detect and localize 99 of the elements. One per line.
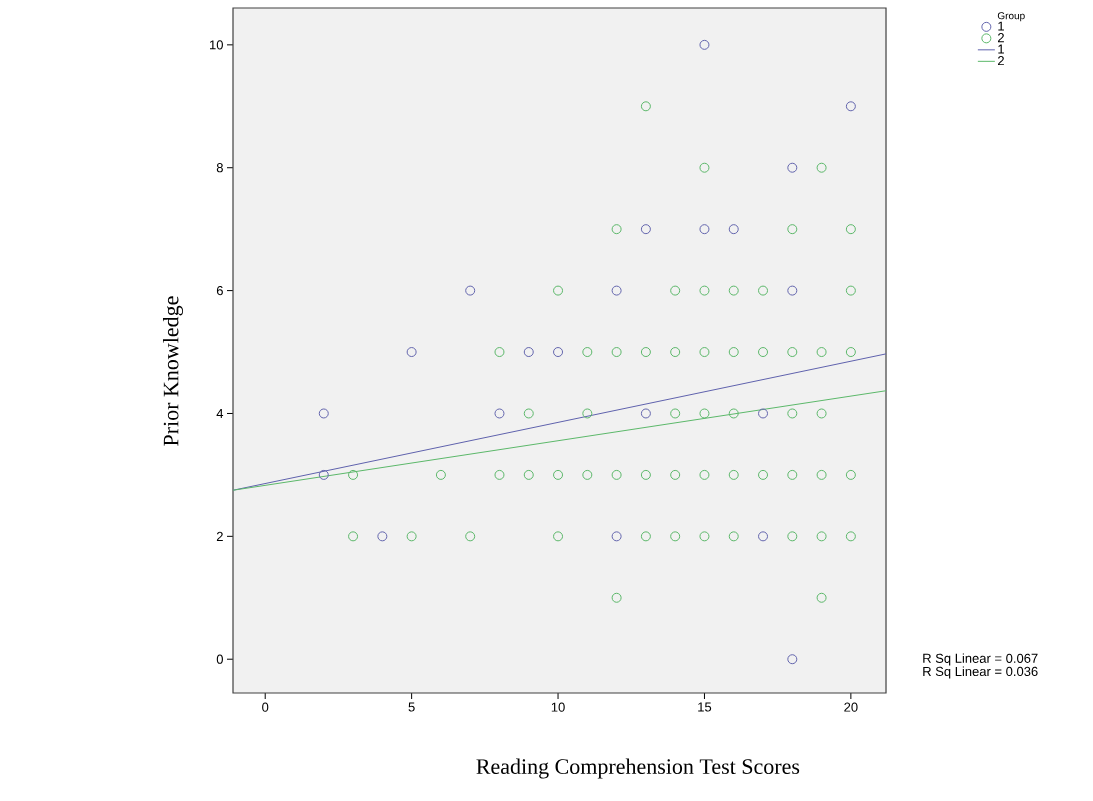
point <box>435 469 446 480</box>
y-tick-label: 0 <box>216 654 223 664</box>
point <box>640 469 651 480</box>
point <box>318 469 329 480</box>
point <box>816 592 827 603</box>
point <box>465 285 476 296</box>
x-tick-label: 20 <box>844 702 858 712</box>
point <box>348 531 359 542</box>
point <box>318 408 329 419</box>
y-tick-label: 2 <box>216 531 223 541</box>
point <box>728 531 739 542</box>
point <box>670 285 681 296</box>
point <box>816 531 827 542</box>
point <box>640 347 651 358</box>
text: R Sq Linear = 0.036 <box>923 666 1038 679</box>
point <box>582 469 593 480</box>
point <box>758 347 769 358</box>
point <box>582 408 593 419</box>
y-tick-label: 4 <box>216 409 224 418</box>
y-tick-label: 6 <box>216 285 223 296</box>
point <box>845 224 856 235</box>
point <box>611 347 622 358</box>
point <box>816 347 827 358</box>
point <box>611 592 622 603</box>
point <box>611 224 622 235</box>
x-tick-label: 10 <box>551 702 565 712</box>
x-axis-title: Reading Comprehension Test Scores <box>476 758 800 779</box>
point <box>611 285 622 296</box>
point <box>553 285 564 296</box>
point <box>699 347 710 358</box>
x-tick-label: 15 <box>698 702 712 712</box>
point <box>728 408 739 419</box>
legend-label: 1 <box>998 21 1004 31</box>
point <box>553 469 564 480</box>
y-tick-label: 10 <box>210 40 223 50</box>
y-tick-label: 8 <box>216 163 223 173</box>
point <box>611 531 622 542</box>
point <box>845 531 856 542</box>
point <box>758 469 769 480</box>
point <box>523 469 534 480</box>
point <box>377 531 388 542</box>
point <box>787 408 798 419</box>
point <box>699 39 710 50</box>
point <box>816 408 827 419</box>
point <box>494 408 505 419</box>
point <box>670 531 681 542</box>
point <box>787 162 798 173</box>
point <box>670 469 681 480</box>
point <box>787 347 798 358</box>
point <box>728 469 739 480</box>
point <box>758 531 769 542</box>
point <box>845 285 856 296</box>
point <box>758 285 769 296</box>
point <box>406 347 417 358</box>
point <box>640 408 651 419</box>
point <box>640 531 651 542</box>
point <box>699 285 710 296</box>
legend-label: 1 <box>998 44 1004 54</box>
legend-label: 2 <box>998 33 1004 43</box>
point <box>465 531 476 542</box>
legend-label: 2 <box>998 56 1004 66</box>
point <box>699 531 710 542</box>
point <box>611 469 622 480</box>
x-tick-label: 0 <box>262 702 269 712</box>
point <box>494 347 505 358</box>
point <box>523 408 534 419</box>
point <box>845 101 856 112</box>
point <box>758 408 769 419</box>
point <box>787 285 798 296</box>
point <box>523 347 534 358</box>
legend-title: Group <box>997 12 1025 22</box>
point <box>640 101 651 112</box>
point <box>553 347 564 358</box>
point <box>406 531 417 542</box>
y-axis-title: Prior Knowledge <box>162 296 184 446</box>
x-tick-label: 5 <box>408 702 415 712</box>
point <box>787 469 798 480</box>
point <box>728 224 739 235</box>
point <box>787 531 798 542</box>
point <box>699 408 710 419</box>
point <box>845 469 856 480</box>
point <box>816 162 827 173</box>
point <box>699 469 710 480</box>
point <box>728 347 739 358</box>
point <box>553 531 564 542</box>
point <box>699 224 710 235</box>
text: R Sq Linear = 0.067 <box>923 653 1038 666</box>
point <box>787 224 798 235</box>
point <box>670 408 681 419</box>
point <box>816 469 827 480</box>
point <box>845 347 856 358</box>
point <box>348 469 359 480</box>
point <box>787 654 798 665</box>
point <box>728 285 739 296</box>
point <box>582 347 593 358</box>
point <box>670 347 681 358</box>
point <box>494 469 505 480</box>
point <box>699 162 710 173</box>
point <box>640 224 651 235</box>
